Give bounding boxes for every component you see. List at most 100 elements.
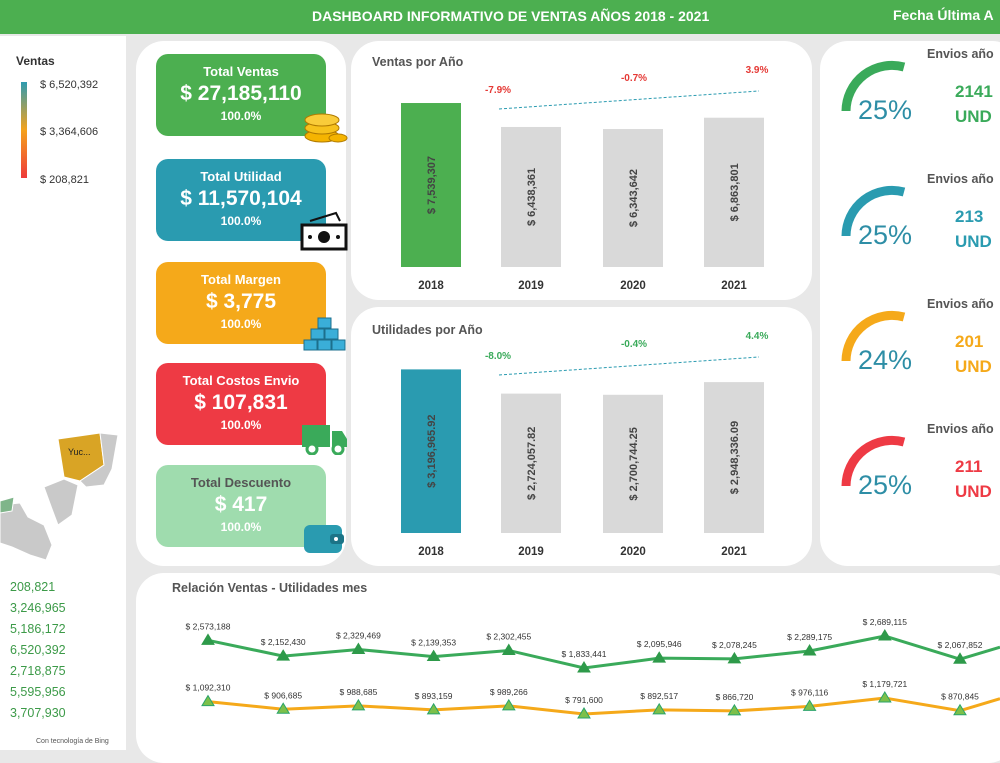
map-region-label: Yuc... [68, 447, 91, 457]
data-label: $ 2,152,430 [261, 637, 306, 647]
kpi-percent: 100.0% [220, 418, 262, 432]
kpi-value: $ 3,775 [205, 290, 277, 313]
map-value: 6,520,392 [10, 643, 66, 657]
data-point [953, 703, 967, 716]
kpi-percent: 100.0% [220, 317, 262, 331]
data-label: $ 2,289,175 [787, 632, 832, 642]
gauge-arc [841, 310, 906, 362]
kpi-total-margen[interactable]: Total Margen $ 3,775 100.0% [156, 262, 346, 351]
data-point [201, 694, 215, 707]
bar [704, 117, 764, 267]
bar-value-label: $ 2,724,057.82 [526, 427, 538, 500]
bar-value-label: $ 3,196,965.92 [426, 414, 438, 487]
data-point [802, 699, 817, 711]
data-point [351, 642, 366, 654]
map-value: 3,246,965 [10, 601, 66, 615]
map-legend-max: $ 6,520,392 [40, 79, 99, 91]
utilidades-por-ano-chart: $ 3,196,965.92 2018 $ 2,724,057.82 2019 $ 2,… [401, 331, 769, 558]
x-tick-label: 2021 [721, 280, 747, 292]
series-line [207, 634, 1000, 670]
bar-value-label: $ 2,700,744.25 [628, 427, 640, 500]
gauge-arc [841, 185, 906, 237]
growth-label: 4.4% [746, 331, 769, 342]
map-value: 3,707,930 [10, 706, 66, 720]
data-label: $ 2,139,353 [411, 638, 456, 648]
data-label: $ 906,685 [264, 690, 302, 700]
kpi-total-ventas[interactable]: Total Ventas $ 27,185,110 100.0% [156, 54, 348, 143]
data-point [802, 643, 817, 656]
envios-units: 2141 [955, 82, 993, 101]
bar-value-label: $ 2,948,336.09 [729, 421, 741, 494]
envios-gauge [841, 185, 906, 237]
bar [704, 382, 764, 533]
envios-title: Envios año [927, 172, 994, 186]
series-line [207, 696, 1000, 716]
x-tick-label: 2021 [721, 546, 747, 558]
header-banner: DASHBOARD INFORMATIVO DE VENTAS AÑOS 201… [0, 0, 1000, 34]
growth-label: -8.0% [485, 351, 511, 362]
map-legend-mid: $ 3,364,606 [40, 126, 99, 138]
envios-units: 213 [955, 207, 984, 226]
data-label: $ 1,833,441 [562, 649, 607, 659]
data-label: $ 1,092,310 [186, 683, 231, 693]
growth-label: -7.9% [485, 85, 511, 96]
kpi-title: Total Descuento [190, 475, 292, 490]
envios-percent: 25% [858, 470, 913, 500]
envios-gauge [841, 60, 906, 112]
data-point [577, 707, 591, 719]
map-value: 5,595,956 [10, 685, 66, 699]
data-label: $ 1,179,721 [862, 679, 907, 689]
data-label: $ 2,095,946 [637, 639, 682, 649]
kpi-percent: 100.0% [220, 520, 262, 534]
data-label: $ 989,266 [490, 687, 528, 697]
kpi-title: Total Margen [201, 272, 281, 287]
envios-unit-label: UND [955, 482, 992, 501]
bing-attribution: Con tecnología de Bing [36, 738, 109, 745]
map-legend-min: $ 208,821 [40, 174, 89, 186]
wallet-icon [304, 525, 344, 553]
kpi-percent: 100.0% [220, 214, 262, 228]
kpi-title: Total Costos Envio [182, 373, 300, 388]
data-point [727, 703, 742, 716]
kpi-total-costos-envio[interactable]: Total Costos Envio $ 107,831 100.0% [156, 363, 347, 455]
bar-value-label: $ 6,863,801 [729, 163, 741, 221]
data-point [426, 649, 441, 662]
data-label: $ 2,689,115 [863, 617, 908, 627]
envios-percent: 25% [858, 220, 913, 250]
kpi-value: $ 27,185,110 [180, 82, 302, 105]
data-point [727, 651, 742, 664]
mexico-map[interactable]: Yuc... [0, 425, 126, 565]
kpi-title: Total Ventas [203, 64, 279, 79]
data-point [276, 649, 291, 661]
data-point [201, 633, 215, 645]
map-legend-title: Ventas [16, 54, 55, 68]
data-label: $ 2,302,455 [486, 631, 531, 641]
bar-value-label: $ 6,438,361 [526, 168, 538, 226]
bar [401, 103, 461, 267]
utilidades-chart-title: Utilidades por Año [372, 323, 483, 337]
gauge-arc [841, 60, 906, 112]
map-legend-gradient [21, 82, 27, 178]
envios-gauge [841, 435, 906, 487]
bar [401, 369, 461, 533]
envios-gauge [841, 310, 906, 362]
data-point [652, 702, 667, 715]
map-value: 208,821 [10, 580, 56, 594]
gold-bars-icon [303, 317, 346, 351]
kpi-value: $ 11,570,104 [180, 187, 302, 210]
data-label: $ 976,116 [791, 687, 828, 697]
data-point [577, 661, 591, 673]
relacion-chart-panel [136, 573, 1000, 763]
envios-units: 211 [955, 457, 983, 476]
kpi-percent: 100.0% [220, 109, 262, 123]
data-point [953, 652, 967, 664]
kpi-total-utilidad[interactable]: Total Utilidad $ 11,570,104 100.0% [156, 159, 348, 251]
envios-unit-label: UND [955, 232, 992, 251]
x-tick-label: 2018 [418, 280, 444, 292]
data-label: $ 870,845 [941, 692, 979, 702]
last-update-label: Fecha Última A [893, 7, 994, 23]
envios-percent: 25% [858, 95, 913, 125]
bar [603, 394, 663, 533]
data-point [351, 698, 366, 711]
kpi-total-descuento[interactable]: Total Descuento $ 417 100.0% [156, 465, 344, 553]
